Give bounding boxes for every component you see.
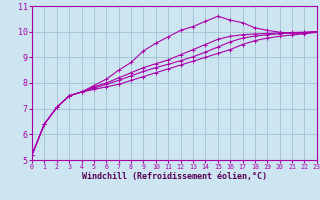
X-axis label: Windchill (Refroidissement éolien,°C): Windchill (Refroidissement éolien,°C)	[82, 172, 267, 181]
